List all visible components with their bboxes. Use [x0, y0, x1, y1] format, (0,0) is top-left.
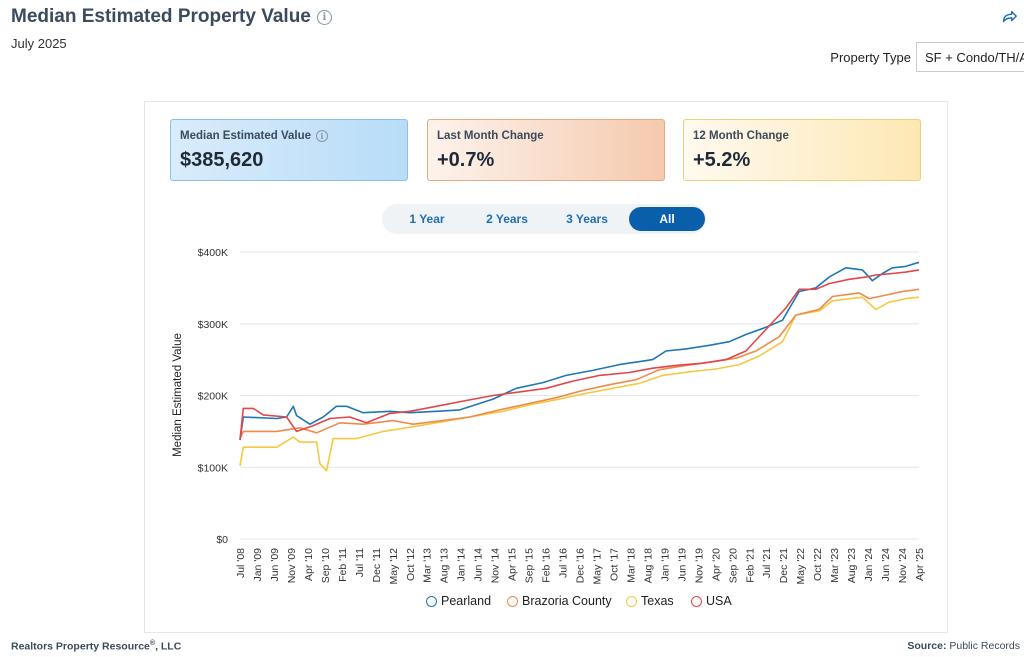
x-tick-label: Oct '17 [608, 548, 620, 581]
legend-label: Brazoria County [522, 594, 612, 608]
x-tick-label: Jul '16 [558, 548, 570, 578]
legend-marker [426, 595, 437, 607]
x-tick-label: Aug '23 [846, 548, 858, 583]
x-tick-label: Jun '24 [880, 548, 892, 582]
x-tick-label: Jan '19 [659, 548, 671, 582]
last-month-change-card: Last Month Change +0.7% [427, 119, 665, 181]
x-tick-label: Jun '14 [473, 548, 485, 582]
x-tick-label: Dec '16 [575, 548, 587, 583]
share-icon[interactable] [1000, 8, 1018, 26]
tab-1-year[interactable]: 1 Year [409, 212, 445, 226]
source-label: Source: [907, 640, 947, 652]
series-line-pearland[interactable] [239, 261, 920, 441]
series-line-brazoria-county[interactable] [239, 288, 920, 439]
y-tick-label: $100K [198, 462, 228, 474]
median-value-label-text: Median Estimated Value [180, 130, 312, 142]
legend-label: Texas [641, 594, 674, 608]
page-title: Median Estimated Property Value i [11, 6, 332, 28]
x-tick-label: Jun '19 [676, 548, 688, 582]
source-value: Public Records [949, 640, 1020, 652]
registered-mark: ® [149, 640, 156, 647]
property-type-label: Property Type [830, 49, 911, 65]
legend-label: USA [706, 594, 732, 608]
x-tick-label: Nov '24 [897, 548, 909, 583]
footer-attribution-text: Realtors Property Resource [11, 640, 150, 653]
tab-all[interactable]: All [629, 207, 705, 231]
series-line-usa[interactable] [239, 269, 920, 441]
x-tick-label: Dec '21 [778, 548, 790, 583]
legend-item-brazoria-county[interactable]: Brazoria County [507, 594, 612, 608]
x-tick-label: Sep '15 [524, 548, 536, 583]
last-month-change-value: +0.7% [437, 149, 495, 171]
legend-marker [691, 595, 702, 607]
info-icon[interactable]: i [316, 130, 329, 142]
footer-attribution: Realtors Property Resource®, LLC [11, 640, 181, 653]
x-tick-label: Jan '14 [456, 548, 468, 582]
x-tick-label: Mar '18 [625, 548, 637, 583]
twelve-month-change-label: 12 Month Change [693, 130, 789, 142]
chart-panel [144, 101, 948, 633]
chart-legend: Pearland Brazoria County Texas USA [0, 594, 1024, 614]
twelve-month-change-value: +5.2% [693, 149, 751, 171]
x-tick-label: Feb '21 [744, 548, 756, 583]
page-subtitle: July 2025 [11, 36, 67, 51]
median-value: $385,620 [180, 149, 264, 171]
info-icon[interactable]: i [316, 9, 332, 25]
x-tick-label: Apr '15 [507, 548, 519, 581]
twelve-month-change-card: 12 Month Change +5.2% [683, 119, 921, 181]
legend-item-usa[interactable]: USA [691, 594, 732, 608]
x-tick-label: Apr '20 [710, 548, 722, 581]
x-tick-label: Oct '12 [405, 548, 417, 581]
legend-marker [507, 595, 518, 607]
property-value-chart: $0 $100K $200K $300K $400K Median Estimated … [172, 247, 926, 585]
x-tick-label: Jun '09 [269, 548, 281, 582]
x-tick-label: Feb '16 [541, 548, 553, 583]
y-axis-label: Median Estimated Value [172, 333, 184, 457]
x-tick-label: Nov '14 [490, 548, 502, 583]
series-line-texas[interactable] [239, 296, 920, 472]
x-tick-label: Aug '18 [642, 548, 654, 583]
legend-item-pearland[interactable]: Pearland [426, 594, 491, 608]
x-tick-label: Jan '24 [863, 548, 875, 582]
x-tick-label: Apr '10 [303, 548, 315, 581]
y-tick-label: $400K [198, 247, 228, 259]
x-tick-label: Aug '13 [439, 548, 451, 583]
x-tick-label: Feb '11 [337, 548, 349, 582]
property-type-filter: Property Type SF + Condo/TH/Apt [830, 42, 1024, 72]
x-tick-label: Dec '11 [371, 548, 383, 583]
x-tick-label: Mar '23 [829, 548, 841, 583]
x-tick-label: May '22 [795, 548, 807, 585]
x-tick-label: Jul '08 [235, 548, 247, 578]
x-tick-label: Apr '25 [914, 548, 926, 581]
x-tick-label: Jul '11 [354, 548, 366, 577]
y-tick-label: $0 [216, 534, 228, 546]
tab-3-years[interactable]: 3 Years [566, 212, 608, 226]
property-type-select[interactable]: SF + Condo/TH/Apt [916, 42, 1024, 72]
x-tick-label: Nov '19 [693, 548, 705, 583]
median-value-label: Median Estimated Value i [180, 130, 329, 142]
page-title-text: Median Estimated Property Value [11, 6, 311, 27]
x-tick-label: Nov '09 [286, 548, 298, 583]
x-tick-label: Jan '09 [252, 548, 264, 582]
tab-2-years[interactable]: 2 Years [486, 212, 528, 226]
x-tick-label: Oct '22 [812, 548, 824, 581]
x-tick-label: Sep '20 [727, 548, 739, 583]
x-tick-label: May '12 [388, 548, 400, 585]
x-tick-label: Sep '10 [320, 548, 332, 583]
legend-marker [626, 595, 637, 607]
y-tick-label: $200K [198, 391, 228, 403]
x-tick-label: Jul '21 [761, 548, 773, 578]
y-tick-label: $300K [198, 319, 228, 331]
legend-label: Pearland [441, 594, 492, 608]
time-range-tabs: 1 Year 2 Years 3 Years All [382, 204, 706, 234]
footer-source: Source: Public Records [907, 640, 1020, 652]
x-tick-label: May '17 [591, 548, 603, 585]
x-tick-label: Mar '13 [422, 548, 434, 583]
footer-attribution-suffix: , LLC [155, 640, 182, 653]
median-value-card: Median Estimated Value i $385,620 [170, 119, 408, 181]
legend-item-texas[interactable]: Texas [626, 594, 674, 608]
last-month-change-label: Last Month Change [437, 130, 544, 142]
